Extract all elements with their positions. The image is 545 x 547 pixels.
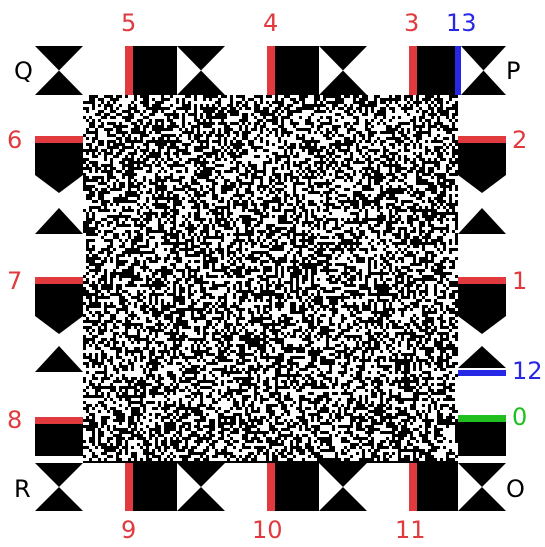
tile-right-hourglass [458,208,506,234]
tile-bottom-hourglass [177,463,225,511]
tile-top-block [417,46,455,95]
bar-10 [267,463,275,511]
tile-top-corner-p [461,46,506,95]
tile-right-block [458,143,506,193]
noise-pixels [83,95,458,461]
tile-left-block [35,424,83,456]
tile-top-corner-q [35,46,83,95]
bar-5 [125,46,133,95]
label-bottom-9: 9 [121,516,136,544]
label-top-5: 5 [121,9,136,37]
label-right-12: 12 [512,357,543,385]
corner-label-r: R [14,475,31,503]
bar-11 [409,463,417,511]
tile-right-block [458,284,506,334]
bar-13 [455,46,461,95]
tile-top-hourglass [319,46,367,95]
corner-label-o: O [506,475,525,503]
label-left-8: 8 [7,406,22,434]
noise-pattern [83,95,458,463]
bar-3 [409,46,417,95]
edge-bars [35,46,506,511]
label-bottom-11: 11 [395,516,426,544]
bar-6 [35,136,83,143]
label-right-1: 1 [512,267,527,295]
tile-bottom-corner-r [35,463,83,511]
label-bottom-10: 10 [252,516,283,544]
bar-12 [458,370,506,376]
corner-label-q: Q [14,57,33,85]
tile-left-block [35,284,83,334]
tile-left-hourglass [35,346,83,372]
tile-left-block [35,143,83,193]
bar-8 [35,417,83,424]
tile-bottom-block [275,463,319,511]
bar-9 [125,463,133,511]
tile-right-hourglass [458,346,506,368]
labels: 5 4 3 13 6 7 8 2 1 12 0 9 10 11 Q P R O [7,9,543,544]
bar-7 [35,277,83,284]
corner-label-p: P [506,57,520,85]
label-right-2: 2 [512,126,527,154]
tile-top-block [275,46,319,95]
border-tiles [35,46,506,511]
bar-2 [458,136,506,143]
bar-1 [458,277,506,284]
tile-left-hourglass [35,208,83,234]
label-left-6: 6 [7,126,22,154]
label-top-3: 3 [404,9,419,37]
label-left-7: 7 [7,267,22,295]
bar-4 [267,46,275,95]
tile-right-block [458,422,506,456]
label-top-4: 4 [263,9,278,37]
tile-bottom-block [417,463,458,511]
label-right-0: 0 [512,403,527,431]
label-top-13: 13 [446,9,477,37]
tile-bottom-corner-o [458,463,506,511]
tile-bottom-hourglass [319,463,367,511]
tile-bottom-block [133,463,177,511]
tile-top-block [133,46,177,95]
tile-top-hourglass [177,46,225,95]
bar-0 [458,415,506,422]
